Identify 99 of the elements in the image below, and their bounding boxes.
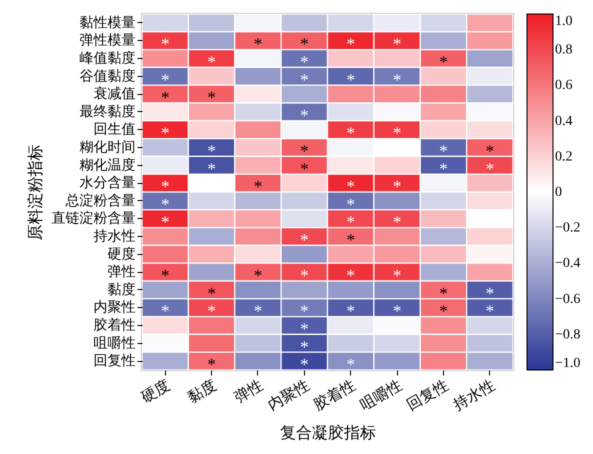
data-label: *: [346, 34, 355, 54]
data-label: *: [392, 302, 402, 321]
data-label: *: [346, 70, 355, 90]
data-label: *: [392, 212, 402, 232]
y-tick-label: 咀嚼性: [94, 335, 136, 352]
data-label: *: [207, 159, 216, 178]
data-label: *: [346, 124, 355, 143]
data-label: *: [300, 337, 309, 356]
data-label: *: [346, 212, 355, 232]
color-bar-label: 0.8: [555, 42, 572, 58]
data-label: *: [346, 230, 355, 250]
data-label: *: [300, 142, 309, 160]
data-label: *: [300, 230, 309, 250]
color-bar-label: 1.0: [555, 14, 572, 29]
data-label: *: [486, 142, 494, 160]
data-label: *: [207, 52, 216, 72]
data-label: *: [346, 355, 355, 374]
data-label: *: [346, 266, 355, 286]
x-tick-label: 硬度: [138, 376, 174, 406]
data-label: *: [160, 302, 170, 321]
color-bar-label: −1.0: [555, 356, 580, 371]
color-bar-label: 0: [555, 185, 562, 200]
data-label: *: [392, 124, 402, 143]
data-label: *: [207, 88, 216, 108]
y-tick-label: 谷值黏度: [80, 68, 136, 84]
data-label: *: [439, 142, 448, 160]
x-tick-label: 咀嚼性: [358, 376, 406, 414]
y-tick-label: 黏度: [108, 282, 136, 298]
data-label: *: [300, 266, 309, 286]
data-label: *: [160, 177, 170, 196]
data-label: *: [439, 302, 448, 321]
y-tick-label: 回生值: [94, 122, 136, 138]
y-axis-title: 原料淀粉指标: [26, 144, 44, 240]
data-label: *: [160, 212, 170, 232]
data-label: *: [439, 284, 448, 303]
data-label: *: [207, 284, 216, 303]
color-bar-label: 0.4: [555, 114, 572, 129]
y-tick-label: 硬度: [108, 246, 136, 262]
y-tick-label: 弹性模量: [80, 32, 136, 49]
data-label: *: [160, 34, 170, 54]
data-label: *: [207, 302, 216, 321]
data-label: *: [207, 355, 216, 374]
y-tick-label: 黏性模量: [80, 14, 136, 31]
data-label: *: [392, 70, 402, 90]
y-tick-label: 直链淀粉含量: [52, 210, 136, 227]
color-bar-label: 0.2: [555, 149, 572, 164]
data-label: *: [346, 302, 355, 321]
data-label: *: [486, 302, 494, 321]
x-tick-label: 弹性: [231, 376, 266, 406]
data-label: *: [392, 177, 402, 196]
data-label: *: [160, 266, 170, 286]
y-tick-label: 总淀粉含量: [64, 192, 136, 209]
y-tick-label: 胶着性: [94, 318, 136, 334]
data-label: *: [207, 142, 216, 160]
data-label: *: [160, 194, 170, 214]
x-axis-title: 复合凝胶指标: [280, 424, 376, 442]
color-bar-label: −0.8: [555, 327, 580, 342]
data-label: *: [486, 284, 494, 303]
data-label: *: [486, 159, 494, 178]
data-label: *: [300, 302, 309, 321]
data-label: *: [300, 159, 309, 178]
x-tick-label: 持水性: [450, 376, 498, 414]
data-label: *: [160, 70, 170, 90]
data-label: *: [392, 34, 402, 54]
data-label: *: [439, 52, 448, 72]
color-bar-label: −0.2: [555, 220, 580, 236]
data-label: *: [300, 106, 309, 125]
y-tick-label: 弹性: [108, 264, 136, 280]
y-tick-label: 内聚性: [94, 300, 136, 316]
data-label: *: [254, 266, 262, 286]
color-bar-label: 0.6: [555, 78, 572, 94]
data-label: *: [160, 88, 170, 108]
data-label: *: [254, 177, 262, 196]
y-tick-label: 糊化温度: [80, 157, 136, 174]
y-tick-label: 峰值黏度: [80, 50, 136, 66]
color-bar-label: −0.6: [555, 292, 580, 307]
x-tick-label: 黏度: [185, 376, 220, 406]
y-tick-label: 衰减值: [94, 86, 136, 102]
data-label: *: [300, 355, 309, 374]
y-tick-label: 回复性: [94, 353, 136, 370]
data-label: *: [300, 320, 309, 338]
data-label: *: [160, 124, 170, 143]
data-label: *: [346, 194, 355, 214]
y-tick-label: 水分含量: [80, 175, 136, 192]
y-tick-label: 糊化时间: [80, 140, 136, 156]
data-label: *: [346, 177, 355, 196]
x-tick-label: 回复性: [404, 376, 452, 414]
data-label: *: [300, 70, 309, 90]
data-label: *: [300, 52, 309, 72]
x-tick-label: 内聚性: [264, 376, 312, 414]
data-label: *: [439, 159, 448, 178]
data-label: *: [254, 34, 262, 54]
data-label: *: [392, 266, 402, 286]
y-tick-label: 最终黏度: [80, 104, 136, 120]
color-bar-label: −0.4: [555, 256, 580, 272]
x-tick-label: 胶着性: [311, 376, 359, 414]
data-label: *: [254, 302, 262, 321]
y-tick-label: 持水性: [94, 228, 136, 244]
data-label: *: [300, 34, 309, 54]
